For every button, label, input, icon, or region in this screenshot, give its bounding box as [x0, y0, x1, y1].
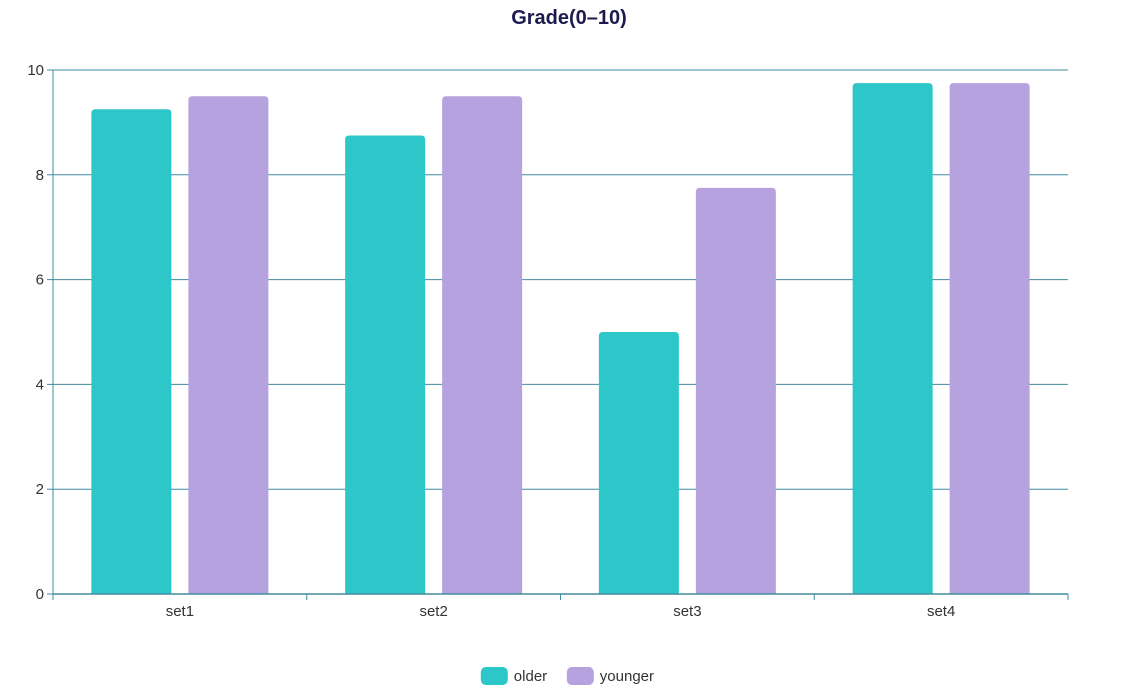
chart-title: Grade(0–10)	[511, 7, 627, 29]
y-tick-label: 2	[36, 481, 44, 498]
bar-older-set3	[598, 332, 679, 594]
y-tick-label: 8	[36, 167, 44, 184]
legend-label-younger: younger	[600, 668, 654, 685]
bar-older-set2	[345, 135, 426, 594]
bar-younger-set1	[188, 96, 269, 594]
y-tick-label: 4	[36, 376, 44, 393]
bar-younger-set3	[695, 187, 776, 594]
legend-label-older: older	[514, 668, 547, 685]
x-tick-label-set4: set4	[927, 603, 955, 620]
legend: older younger	[480, 667, 654, 685]
y-tick-label: 0	[36, 586, 44, 603]
x-tick-label-set2: set2	[419, 603, 447, 620]
legend-swatch-older	[480, 667, 508, 685]
bar-younger-set4	[949, 83, 1030, 594]
y-tick-label: 10	[27, 62, 44, 79]
bar-older-set4	[852, 83, 933, 594]
y-tick-label: 6	[36, 272, 44, 289]
x-tick-label-set1: set1	[166, 603, 194, 620]
legend-swatch-younger	[566, 667, 594, 685]
x-tick-label-set3: set3	[673, 603, 701, 620]
bar-younger-set2	[442, 96, 523, 594]
axes: 0 2 4 6 8 10 set1 set2 set3 set4	[27, 62, 1069, 620]
bars	[91, 83, 1030, 595]
bar-older-set1	[91, 109, 172, 595]
